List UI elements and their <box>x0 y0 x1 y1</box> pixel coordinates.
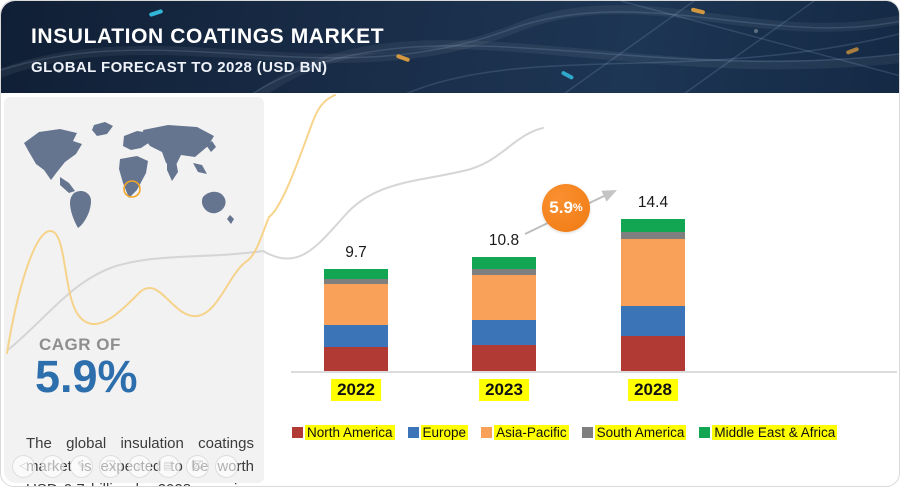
bar-segment <box>472 274 536 321</box>
bar-value-label: 9.7 <box>345 243 367 261</box>
bar-segment <box>324 268 388 280</box>
legend-label: South America <box>594 425 687 440</box>
legend-swatch <box>292 427 303 438</box>
bar-segment <box>472 344 536 371</box>
back-icon[interactable]: ◁ <box>12 455 35 478</box>
legend-swatch <box>481 427 493 438</box>
legend-label: Europe <box>420 425 469 440</box>
more-icon[interactable]: ⋯ <box>215 455 238 478</box>
forward-icon[interactable]: ▷ <box>41 455 64 478</box>
legend-item: North America <box>292 425 395 440</box>
network-decoration <box>1 1 899 93</box>
header-banner: INSULATION COATINGS MARKET GLOBAL FORECA… <box>1 1 899 93</box>
legend-item: Asia-Pacific <box>481 425 569 440</box>
legend-label: Middle East & Africa <box>712 425 838 440</box>
legend-swatch <box>699 427 711 438</box>
camera-off-icon[interactable]: ⌧ <box>186 455 209 478</box>
bar-segment <box>621 305 685 337</box>
world-map <box>24 122 234 228</box>
bar-segment <box>621 231 685 240</box>
bar-value-label: 10.8 <box>488 232 520 250</box>
legend-item: South America <box>581 425 687 440</box>
legend-swatch <box>407 427 419 438</box>
cagr-value: 5.9% <box>35 351 138 402</box>
page-title: INSULATION COATINGS MARKET <box>31 25 385 48</box>
year-label: 2022 <box>331 379 381 401</box>
bar-value-label: 14.4 <box>637 194 669 212</box>
legend-item: Europe <box>407 425 469 440</box>
legend-item: Middle East & Africa <box>699 425 838 440</box>
year-label: 2028 <box>628 379 678 401</box>
year-label: 2023 <box>479 379 529 401</box>
bar-segment <box>472 268 536 275</box>
chart-legend: North America Europe Asia-Pacific South Ame… <box>292 425 838 440</box>
x-axis-line <box>291 371 897 373</box>
bar-segment <box>324 284 388 325</box>
bar-segment <box>472 257 536 269</box>
bar-segment <box>621 336 685 371</box>
legend-swatch <box>581 427 593 438</box>
copy-icon[interactable]: ❐ <box>99 455 122 478</box>
bar-segment <box>324 346 388 371</box>
bar-segment <box>324 324 388 347</box>
bar-segment <box>621 239 685 306</box>
bar-segment <box>472 320 536 345</box>
summary-panel: CAGR OF 5.9% The global insulation coati… <box>4 97 264 486</box>
legend-label: Asia-Pacific <box>494 425 569 440</box>
cagr-badge-value: 5.9 <box>549 198 573 217</box>
bar-segment <box>324 279 388 285</box>
search-icon[interactable]: ⌕ <box>128 455 151 478</box>
cagr-badge: 5.9% <box>542 184 590 232</box>
bar-segment <box>621 219 685 232</box>
cagr-badge-percent: % <box>572 202 583 214</box>
edit-icon[interactable]: ✎ <box>70 455 93 478</box>
card-icon[interactable]: ▤ <box>157 455 180 478</box>
legend-label: North America <box>305 425 395 440</box>
bottom-toolbar: ◁ ▷ ✎ ❐ ⌕ ▤ ⌧ ⋯ <box>12 455 238 478</box>
page-subtitle: GLOBAL FORECAST TO 2028 (USD BN) <box>31 59 328 76</box>
